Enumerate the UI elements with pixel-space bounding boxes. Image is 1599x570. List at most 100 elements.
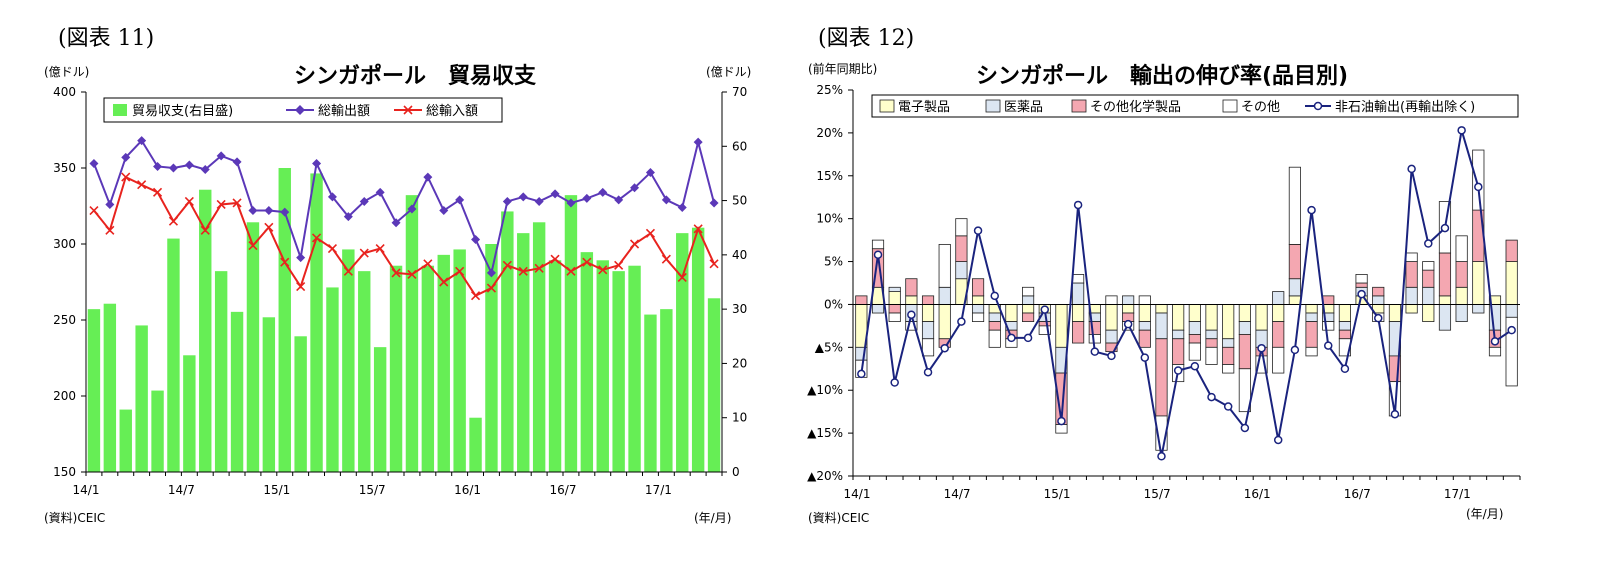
bar-segment-pharma bbox=[1438, 304, 1452, 331]
figure-label-12: (図表 12) bbox=[818, 26, 915, 51]
imports-point bbox=[645, 228, 656, 238]
exports-point bbox=[471, 234, 481, 244]
bar-segment-chem bbox=[855, 295, 868, 305]
exports-point bbox=[566, 198, 576, 208]
bar-segment-pharma bbox=[871, 304, 885, 314]
bar-segment-chem bbox=[921, 295, 935, 305]
bar-segment-other bbox=[1022, 286, 1035, 297]
balance-bar bbox=[628, 265, 641, 472]
y-unit: (前年同期比) bbox=[808, 61, 877, 76]
exports-point bbox=[550, 189, 560, 199]
bar-segment-pharma bbox=[938, 286, 951, 305]
bar-segment-chem bbox=[1072, 321, 1085, 344]
y-tick-label: ▲10% bbox=[807, 383, 843, 397]
total-point bbox=[1057, 416, 1066, 426]
total-point bbox=[1140, 353, 1150, 362]
bar-segment-pharma bbox=[1338, 321, 1351, 331]
y-tick-label: 25% bbox=[816, 83, 843, 97]
bar-segment-other bbox=[1255, 355, 1268, 374]
export-growth-chart: シンガポール 輸出の伸び率(品目別) (前年同期比) (資料)CEIC (年/月) 25… bbox=[807, 61, 1521, 525]
bar-segment-other bbox=[1305, 346, 1318, 357]
imports-point bbox=[168, 216, 179, 226]
bar-segment-pharma bbox=[1405, 286, 1418, 305]
exports-point bbox=[312, 158, 322, 168]
bar-segment-electronics bbox=[1472, 261, 1485, 305]
bar-segment-pharma bbox=[1288, 278, 1301, 297]
legend-label-electronics: 電子製品 bbox=[898, 100, 950, 115]
imports-point bbox=[311, 233, 322, 243]
bar-segment-chem bbox=[1438, 252, 1452, 297]
total-point bbox=[923, 367, 933, 377]
imports-point bbox=[470, 291, 481, 301]
legend-marker-total bbox=[1313, 101, 1323, 111]
bar-segment-electronics bbox=[888, 291, 901, 305]
balance-bar bbox=[580, 252, 594, 472]
balance-bar bbox=[358, 271, 371, 472]
total-point bbox=[1507, 325, 1516, 335]
exports-point bbox=[200, 165, 210, 175]
bar-segment-other bbox=[1038, 325, 1051, 335]
x-tick-label: 16/1 bbox=[454, 483, 481, 497]
y-left-tick-label: 200 bbox=[53, 389, 76, 403]
exports-point bbox=[248, 206, 258, 216]
total-point bbox=[1173, 366, 1183, 375]
bar-segment-pharma bbox=[1188, 321, 1201, 335]
chart-title: シンガポール 輸出の伸び率(品目別) bbox=[976, 63, 1348, 89]
y-right-tick-label: 60 bbox=[732, 139, 747, 153]
balance-bar bbox=[405, 195, 419, 472]
balance-bar bbox=[453, 249, 466, 472]
imports-point bbox=[629, 239, 640, 249]
bar-segment-electronics bbox=[1438, 295, 1452, 305]
figure-label-11: (図表 11) bbox=[58, 26, 155, 51]
y-left-tick-label: 300 bbox=[53, 237, 76, 251]
legend-swatch-chem bbox=[1071, 99, 1087, 113]
bar-segment-electronics bbox=[1238, 304, 1251, 323]
imports-point bbox=[502, 260, 512, 270]
bar-segment-pharma bbox=[1472, 304, 1485, 314]
exports-point bbox=[486, 268, 496, 278]
bar-segment-pharma bbox=[1272, 291, 1285, 305]
bar-segment-chem bbox=[1238, 334, 1251, 370]
balance-bar bbox=[373, 347, 387, 472]
y-right-unit: (億ドル) bbox=[706, 65, 751, 79]
bar-segment-pharma bbox=[1238, 321, 1251, 335]
balance-bar bbox=[389, 265, 403, 472]
total-point bbox=[1407, 164, 1416, 174]
bar-segment-pharma bbox=[1222, 338, 1235, 348]
bar-segment-electronics bbox=[1455, 286, 1468, 305]
balance-bar bbox=[119, 409, 132, 472]
bar-segment-chem bbox=[1138, 329, 1151, 348]
bar-segment-electronics bbox=[1505, 261, 1518, 305]
total-point bbox=[1457, 126, 1466, 135]
bar-segment-other bbox=[1505, 316, 1518, 387]
balance-bar bbox=[660, 309, 673, 472]
exports-point bbox=[105, 199, 115, 209]
x-unit: (年/月) bbox=[694, 511, 731, 525]
balance-bar bbox=[548, 260, 562, 472]
imports-point bbox=[89, 205, 99, 216]
bar-segment-chem bbox=[1422, 269, 1435, 288]
legend-label-imports: 総輸入額 bbox=[426, 104, 478, 119]
legend-swatch-other bbox=[1222, 99, 1238, 113]
imports-point bbox=[121, 172, 131, 182]
total-point bbox=[1474, 182, 1483, 192]
bar-segment-chem bbox=[1222, 346, 1235, 365]
y-tick-label: 10% bbox=[816, 212, 843, 226]
balance-bar bbox=[644, 314, 657, 472]
balance-bar bbox=[676, 233, 689, 472]
y-tick-label: ▲5% bbox=[815, 340, 843, 354]
y-right-tick-label: 70 bbox=[732, 85, 747, 99]
balance-bar bbox=[691, 227, 705, 472]
source-note: (資料)CEIC bbox=[44, 511, 105, 525]
bar-segment-electronics bbox=[1072, 304, 1085, 323]
bar-segment-other bbox=[1455, 235, 1468, 262]
bar-segment-chem bbox=[1355, 282, 1368, 288]
bar-segment-electronics bbox=[1055, 304, 1068, 348]
balance-bar bbox=[199, 189, 212, 472]
bar-segment-other bbox=[1355, 274, 1368, 284]
bar-segment-other bbox=[1088, 334, 1101, 344]
balance-bar bbox=[278, 168, 291, 472]
exports-point bbox=[455, 195, 465, 205]
legend-label-balance: 貿易収支(右目盛) bbox=[132, 104, 233, 119]
x-tick-label: 16/7 bbox=[1344, 487, 1371, 501]
